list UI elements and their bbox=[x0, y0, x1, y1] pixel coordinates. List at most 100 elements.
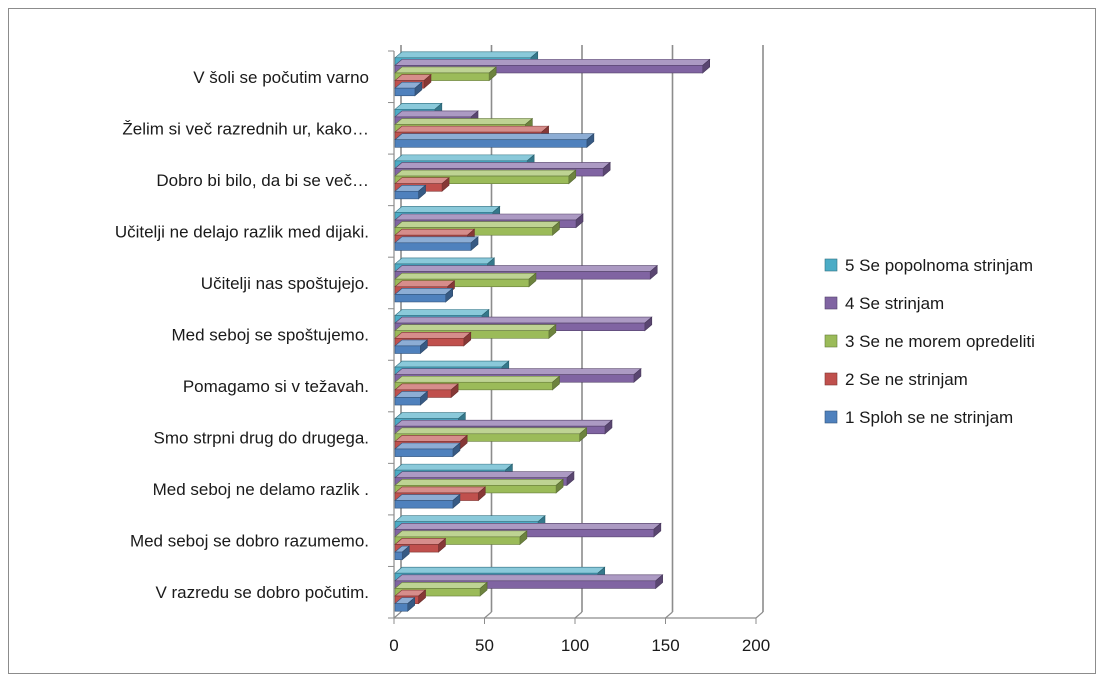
chart-frame: V šoli se počutim varno Želim si več razr… bbox=[8, 8, 1096, 674]
bar-front-face bbox=[394, 397, 421, 406]
bar-top-face bbox=[394, 228, 476, 236]
bar-10-3 bbox=[394, 574, 664, 590]
bar-top-face bbox=[394, 177, 450, 184]
bar-top-face bbox=[394, 66, 497, 74]
bar-top-face bbox=[394, 125, 550, 133]
bar-top-face bbox=[394, 442, 461, 450]
bar-top-face bbox=[394, 515, 546, 522]
bar-front-face bbox=[394, 345, 421, 354]
bar-5-1 bbox=[394, 331, 472, 347]
bar-top-face bbox=[394, 574, 664, 582]
bar-front-face bbox=[394, 337, 465, 347]
bar-top-face bbox=[394, 530, 528, 538]
floor-tick-line-200 bbox=[755, 611, 764, 619]
category-label: Med seboj se dobro razumemo. bbox=[130, 532, 369, 551]
bar-front-face bbox=[394, 87, 416, 97]
legend-swatch bbox=[824, 258, 838, 272]
bar-4-0 bbox=[394, 287, 454, 303]
category-label: Učitelji nas spoštujejo. bbox=[201, 274, 369, 293]
category-label: V razredu se dobro počutim. bbox=[155, 583, 369, 602]
bar-2-0 bbox=[394, 184, 427, 200]
bar-top-face bbox=[394, 331, 472, 339]
bar-top-face bbox=[394, 162, 611, 169]
legend-label: 5 Se popolnoma strinjam bbox=[845, 256, 1033, 275]
bars-layer bbox=[394, 51, 711, 612]
bar-top-face bbox=[394, 471, 575, 479]
category-label: Pomagamo si v težavah. bbox=[183, 377, 369, 396]
bar-front-face bbox=[394, 588, 481, 597]
bar-6-0 bbox=[394, 390, 429, 406]
bar-top-face bbox=[394, 522, 662, 530]
legend-label: 1 Sploh se ne strinjam bbox=[845, 408, 1013, 427]
floor-tick-line-50 bbox=[484, 611, 492, 619]
floor-tick-line-100 bbox=[574, 611, 583, 619]
bar-top-face bbox=[394, 103, 443, 110]
x-tick-label: 150 bbox=[651, 636, 679, 655]
bar-front-face bbox=[394, 603, 408, 612]
bar-top-face bbox=[394, 566, 606, 574]
bar-top-face bbox=[394, 463, 514, 471]
bar-front-face bbox=[394, 381, 553, 391]
bar-top-face bbox=[394, 154, 535, 162]
bar-top-face bbox=[394, 494, 461, 501]
bar-top-face bbox=[394, 360, 510, 368]
bar-front-face bbox=[394, 330, 550, 339]
bar-front-face bbox=[394, 500, 454, 509]
bar-top-face bbox=[394, 309, 490, 316]
bar-3-0 bbox=[394, 236, 479, 252]
bar-top-face bbox=[394, 435, 468, 442]
x-tick-label: 0 bbox=[389, 636, 398, 655]
floor-tick-line-0 bbox=[393, 611, 402, 619]
bar-0-3 bbox=[394, 58, 711, 74]
bar-top-face bbox=[394, 316, 653, 324]
bar-5-0 bbox=[394, 339, 429, 355]
bar-front-face bbox=[394, 580, 656, 589]
bar-front-face bbox=[394, 294, 446, 303]
bar-top-face bbox=[394, 133, 595, 141]
axis-layer: V šoli se počutim varno Želim si več razr… bbox=[115, 50, 770, 655]
bar-front-face bbox=[394, 544, 439, 553]
legend-swatch bbox=[824, 296, 838, 310]
bar-top-face bbox=[394, 368, 642, 375]
bar-top-face bbox=[394, 59, 711, 66]
x-tick-label: 200 bbox=[742, 636, 770, 655]
x-tick-label: 100 bbox=[561, 636, 589, 655]
x-tick-label: 50 bbox=[475, 636, 494, 655]
bar-front-face bbox=[394, 190, 419, 200]
bar-top-face bbox=[394, 280, 456, 288]
bar-7-2 bbox=[394, 427, 588, 443]
bar-10-0 bbox=[394, 596, 416, 612]
bar-top-face bbox=[394, 272, 537, 280]
legend-label: 3 Se ne morem opredeliti bbox=[845, 332, 1035, 351]
floor-tick-line-150 bbox=[665, 611, 673, 619]
bar-top-face bbox=[394, 257, 496, 265]
bar-9-1 bbox=[394, 537, 447, 553]
bar-0-0 bbox=[394, 81, 423, 97]
bar-0-2 bbox=[394, 66, 497, 82]
bar-top-face bbox=[394, 169, 577, 177]
bar-front-face bbox=[394, 448, 454, 457]
bar-10-2 bbox=[394, 581, 488, 597]
bar-5-2 bbox=[394, 324, 557, 339]
legend-label: 2 Se ne strinjam bbox=[845, 370, 968, 389]
bar-front-face bbox=[394, 139, 588, 148]
legend-swatch bbox=[824, 334, 838, 348]
chart-svg: V šoli se počutim varno Želim si več razr… bbox=[115, 45, 1035, 655]
bar-7-0 bbox=[394, 442, 461, 458]
category-label: Dobro bi bilo, da bi se več… bbox=[156, 171, 369, 190]
category-label: Med seboj ne delamo razlik . bbox=[153, 480, 369, 499]
bar-front-face bbox=[394, 536, 521, 545]
legend-swatch bbox=[824, 372, 838, 386]
bar-4-2 bbox=[394, 272, 537, 288]
bar-9-0 bbox=[394, 545, 411, 561]
bar-top-face bbox=[394, 419, 613, 427]
bar-top-face bbox=[394, 288, 454, 295]
bar-top-face bbox=[394, 110, 479, 118]
category-label: Smo strpni drug do drugega. bbox=[154, 429, 369, 448]
bar-front-face bbox=[394, 433, 580, 442]
bar-top-face bbox=[394, 383, 459, 391]
bar-top-face bbox=[394, 486, 487, 494]
category-label: V šoli se počutim varno bbox=[193, 68, 369, 87]
bar-top-face bbox=[394, 582, 488, 589]
bar-front-face bbox=[394, 65, 704, 74]
